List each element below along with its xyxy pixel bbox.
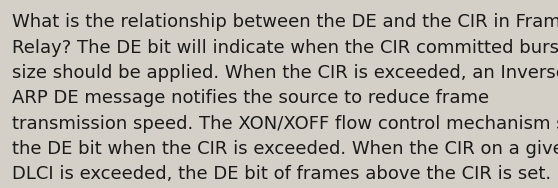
Text: transmission speed. The XON/XOFF flow control mechanism sets: transmission speed. The XON/XOFF flow co… [12, 115, 558, 133]
Text: the DE bit when the CIR is exceeded. When the CIR on a given: the DE bit when the CIR is exceeded. Whe… [12, 140, 558, 158]
Text: size should be applied. When the CIR is exceeded, an Inverse: size should be applied. When the CIR is … [12, 64, 558, 82]
Text: ARP DE message notifies the source to reduce frame: ARP DE message notifies the source to re… [12, 89, 489, 107]
Text: DLCI is exceeded, the DE bit of frames above the CIR is set.: DLCI is exceeded, the DE bit of frames a… [12, 165, 551, 183]
Text: Relay? The DE bit will indicate when the CIR committed burst: Relay? The DE bit will indicate when the… [12, 39, 558, 57]
Text: What is the relationship between the DE and the CIR in Frame: What is the relationship between the DE … [12, 13, 558, 31]
